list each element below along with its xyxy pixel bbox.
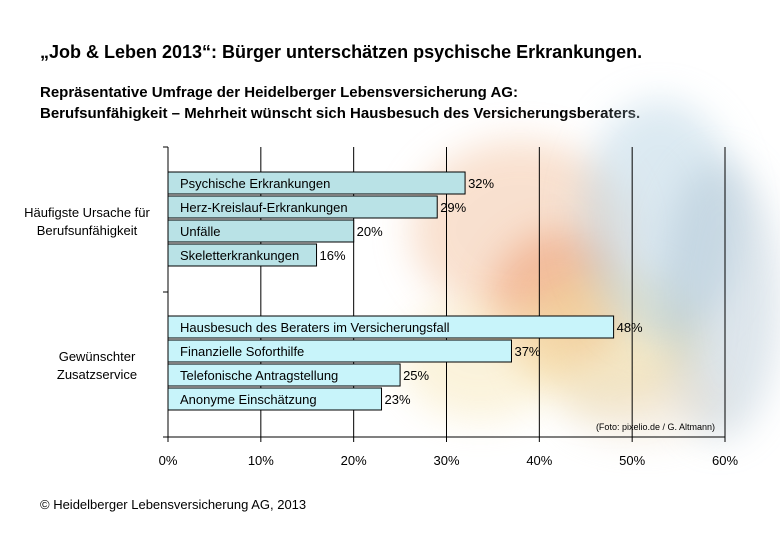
axes: 0% 10% 20% 30% 40% 50% 60% <box>159 146 738 468</box>
x-tick-label-30: 30% <box>433 453 459 468</box>
x-tick-label-60: 60% <box>712 453 738 468</box>
group-label-causes: Häufigste Ursache für Berufsunfähigkeit <box>12 204 162 240</box>
bar-value-label-1-2: 25% <box>403 368 429 383</box>
group-label-services: Gewünschter Zusatzservice <box>22 348 172 384</box>
subtitle-line-1: Repräsentative Umfrage der Heidelberger … <box>40 84 518 101</box>
bar-value-label-1-3: 23% <box>385 392 411 407</box>
photo-credit: (Foto: pixelio.de / G. Altmann) <box>596 422 715 432</box>
bar-value-label-0-0: 32% <box>468 176 494 191</box>
copyright-note: © Heidelberger Lebensversicherung AG, 20… <box>40 497 307 512</box>
bar-category-label-0-2: Unfälle <box>180 224 220 239</box>
bar-category-label-1-3: Anonyme Einschätzung <box>180 392 317 407</box>
bar-value-label-1-0: 48% <box>617 320 643 335</box>
group-label-causes-line-1: Häufigste Ursache für <box>24 205 150 220</box>
bar-value-label-1-1: 37% <box>514 344 540 359</box>
subtitle-line-2: Berufsunfähigkeit – Mehrheit wünscht sic… <box>40 105 641 122</box>
bars: Psychische Erkrankungen 32% Herz-Kreislauf… <box>167 171 643 411</box>
group-label-services-line-2: Zusatzservice <box>56 367 138 382</box>
bar-value-label-0-1: 29% <box>440 200 466 215</box>
group-label-causes-line-2: Berufsunfähigkeit <box>36 223 138 238</box>
x-tick-label-50: 50% <box>619 453 645 468</box>
background-photo <box>400 100 780 440</box>
bar-category-label-0-3: Skeletterkrankungen <box>180 248 299 263</box>
bar-value-label-0-2: 20% <box>357 224 383 239</box>
x-tick-label-0: 0% <box>159 453 178 468</box>
bar-category-label-1-2: Telefonische Antragstellung <box>180 368 338 383</box>
bar-category-label-0-1: Herz-Kreislauf-Erkrankungen <box>180 200 348 215</box>
x-tick-label-40: 40% <box>526 453 552 468</box>
group-label-services-line-1: Gewünschter <box>58 349 136 364</box>
chart-subtitle: Repräsentative Umfrage der Heidelberger … <box>40 82 640 124</box>
bar-category-label-1-1: Finanzielle Soforthilfe <box>180 344 304 359</box>
x-tick-label-10: 10% <box>248 453 274 468</box>
chart-title: „Job & Leben 2013“: Bürger unterschätzen… <box>40 42 643 62</box>
bar-category-label-0-0: Psychische Erkrankungen <box>180 176 330 191</box>
bar-value-label-0-3: 16% <box>320 248 346 263</box>
x-tick-label-20: 20% <box>341 453 367 468</box>
photo-blob-6 <box>560 360 720 440</box>
bar-category-label-1-0: Hausbesuch des Beraters im Versicherungs… <box>180 320 450 335</box>
